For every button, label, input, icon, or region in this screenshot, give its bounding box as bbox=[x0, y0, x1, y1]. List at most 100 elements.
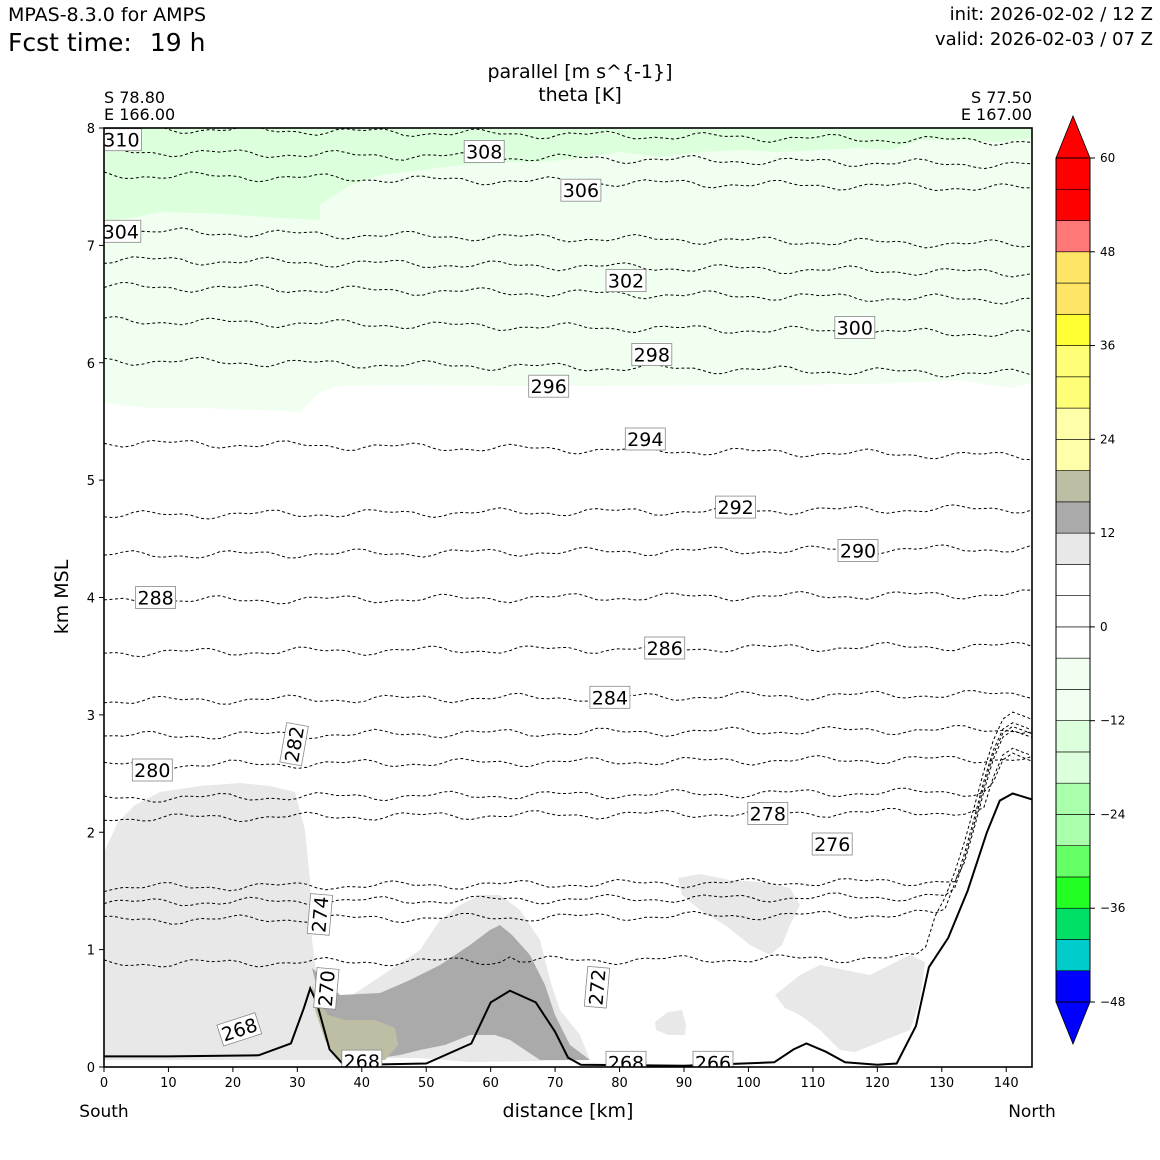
colorbar-band bbox=[1055, 501, 1091, 534]
wind-fill-green-light bbox=[104, 128, 1032, 412]
theta-contour bbox=[104, 281, 1032, 305]
contour-label-box bbox=[715, 495, 756, 519]
x-axis-label: distance [km] bbox=[503, 1100, 634, 1122]
theta-contours bbox=[104, 128, 1032, 968]
contour-label: 292 bbox=[715, 495, 756, 519]
theta-contour bbox=[104, 729, 1032, 893]
colorbar-tick-label: 60 bbox=[1100, 151, 1115, 165]
valid-time: valid: 2026-02-03 / 07 Z bbox=[935, 29, 1153, 50]
colorbar-band bbox=[1055, 407, 1091, 440]
colorbar-tick-label: 24 bbox=[1100, 432, 1115, 446]
y-tick-label: 4 bbox=[87, 592, 95, 607]
theta-contour bbox=[104, 589, 1032, 606]
contour-label-box bbox=[692, 1050, 734, 1067]
colorbar-tick-label: −12 bbox=[1100, 714, 1125, 728]
contour-label-box bbox=[279, 722, 309, 767]
x-tick-label: 90 bbox=[676, 1076, 693, 1091]
contour-label-text: 276 bbox=[814, 834, 850, 856]
contour-label-box bbox=[131, 758, 173, 782]
x-tick-label: 110 bbox=[800, 1076, 825, 1091]
theta-contour bbox=[104, 128, 1032, 146]
contour-label-text: 300 bbox=[837, 318, 873, 340]
x-tick-label: 140 bbox=[994, 1076, 1019, 1091]
chart-title-line2: theta [K] bbox=[538, 84, 622, 106]
contour-label-text: 298 bbox=[634, 345, 670, 367]
x-tick-label: 60 bbox=[482, 1076, 499, 1091]
x-tick-label: 0 bbox=[100, 1076, 108, 1091]
contour-label-box bbox=[589, 685, 631, 709]
contour-label-box bbox=[104, 219, 142, 243]
x-tick-label: 100 bbox=[736, 1076, 761, 1091]
theta-contour bbox=[104, 722, 1032, 925]
colorbar-band bbox=[1055, 376, 1091, 409]
contour-label: 300 bbox=[834, 316, 876, 340]
colorbar-band bbox=[1055, 876, 1091, 909]
contour-label-box bbox=[216, 1012, 263, 1047]
theta-contour bbox=[104, 755, 1032, 770]
theta-contour bbox=[104, 227, 1032, 249]
theta-contour bbox=[104, 711, 1032, 968]
contour-label-box bbox=[528, 374, 570, 398]
contour-label-text: 280 bbox=[134, 760, 170, 782]
chart-title-line1: parallel [m s^{-1}] bbox=[487, 61, 672, 83]
colorbar-extend-min bbox=[1055, 1001, 1091, 1046]
colorbar-band bbox=[1055, 814, 1091, 847]
colorbar-tick-label: −24 bbox=[1100, 807, 1125, 821]
x-axis: 0 10 20 30 40 50 60 70 80 90 100 110 120 130 140 bbox=[100, 1067, 1019, 1091]
contour-labels: 310 308 306 304 302 300 298 296 294 292 290 288 286 2… bbox=[104, 128, 879, 1074]
theta-contour bbox=[104, 690, 1032, 705]
colorbar-extend-max bbox=[1055, 114, 1091, 159]
theta-contour bbox=[104, 752, 1032, 803]
colorbar-tick-label: 36 bbox=[1100, 339, 1115, 353]
contour-label-text: 292 bbox=[717, 497, 753, 519]
contour-label-box bbox=[811, 832, 853, 856]
colorbar-band bbox=[1055, 439, 1091, 471]
colorbar-tick-label: 0 bbox=[1100, 620, 1108, 634]
x-tick-label: 20 bbox=[225, 1076, 242, 1091]
forecast-time: Fcst time: 19 h bbox=[8, 28, 205, 57]
contour-label-box bbox=[605, 1050, 647, 1067]
corner-right-lat: S 77.50 bbox=[971, 88, 1032, 107]
x-end-label-south: South bbox=[79, 1102, 128, 1122]
theta-contour bbox=[104, 641, 1032, 658]
x-tick-label: 30 bbox=[289, 1076, 306, 1091]
wind-fill-gray-right bbox=[678, 874, 800, 955]
colorbar-band bbox=[1055, 313, 1091, 346]
contour-label-text: 270 bbox=[315, 969, 340, 1007]
colorbar-band bbox=[1055, 939, 1091, 972]
corner-left-lon: E 166.00 bbox=[104, 105, 175, 124]
contour-label: 310 bbox=[104, 128, 142, 152]
contour-label-text: 268 bbox=[344, 1051, 380, 1073]
colorbar: 60 48 36 24 12 0 −12 −24 −36 −48 bbox=[1055, 114, 1125, 1046]
theta-contour bbox=[104, 256, 1032, 278]
corner-left-lat: S 78.80 bbox=[104, 88, 165, 107]
contour-label: 278 bbox=[747, 802, 789, 826]
x-tick-label: 80 bbox=[611, 1076, 628, 1091]
y-tick-label: 0 bbox=[87, 1061, 95, 1076]
y-tick-label: 1 bbox=[87, 944, 95, 959]
colorbar-band bbox=[1055, 907, 1091, 940]
contour-label: 302 bbox=[605, 269, 647, 293]
corner-right-lon: E 167.00 bbox=[961, 105, 1032, 124]
y-tick-label: 5 bbox=[87, 474, 95, 489]
contour-label: 286 bbox=[644, 636, 686, 660]
contour-label-box bbox=[306, 893, 334, 936]
theta-contour bbox=[104, 725, 1032, 907]
contour-label: 284 bbox=[589, 685, 631, 709]
contour-label-text: 286 bbox=[647, 638, 683, 660]
contour-label-box bbox=[135, 586, 177, 609]
theta-contour bbox=[104, 724, 1032, 740]
y-axis-label: km MSL bbox=[51, 559, 73, 634]
x-tick-label: 10 bbox=[160, 1076, 177, 1091]
contour-label-text: 272 bbox=[585, 968, 610, 1006]
colorbar-band bbox=[1055, 220, 1091, 253]
contour-label-box bbox=[463, 140, 505, 163]
contour-label-text: 268 bbox=[608, 1052, 644, 1074]
colorbar-band bbox=[1055, 970, 1091, 1003]
wind-fill-tan bbox=[312, 985, 398, 1062]
init-time: init: 2026-02-02 / 12 Z bbox=[949, 4, 1153, 25]
contour-label-text: 296 bbox=[531, 376, 567, 398]
colorbar-band bbox=[1055, 782, 1091, 815]
contour-label-box bbox=[747, 802, 789, 825]
